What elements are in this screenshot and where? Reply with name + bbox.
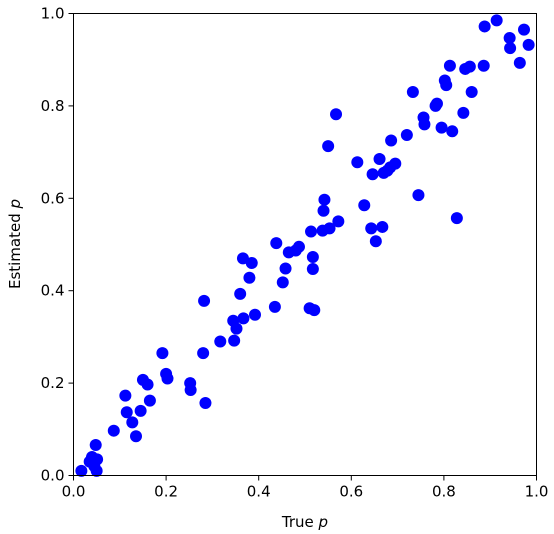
- data-point: [440, 79, 453, 92]
- plot-area-frame: [73, 13, 537, 476]
- x-axis: 0.0 0.2 0.4 0.6 0.8 1.0: [62, 475, 549, 501]
- x-tick-label: 0.8: [432, 483, 456, 501]
- y-tick-label: 0.2: [41, 374, 65, 392]
- data-point: [389, 157, 402, 170]
- y-axis-label: Estimated p: [6, 199, 24, 289]
- data-point: [308, 304, 321, 317]
- data-point: [430, 97, 443, 110]
- x-axis-label-var: p: [318, 513, 329, 531]
- x-tick-label: 0.2: [154, 483, 178, 501]
- data-point: [385, 134, 398, 147]
- data-point: [503, 31, 516, 44]
- data-point: [490, 14, 503, 27]
- data-point: [465, 86, 478, 99]
- data-point: [199, 396, 212, 409]
- data-point: [306, 250, 319, 263]
- data-point: [245, 256, 258, 269]
- x-axis-label: True p: [281, 513, 328, 531]
- data-point: [369, 235, 382, 248]
- data-point: [358, 199, 371, 212]
- data-point: [376, 220, 389, 233]
- data-point: [198, 294, 211, 307]
- data-point: [243, 271, 256, 284]
- data-point: [317, 204, 330, 217]
- y-tick-label: 0.0: [41, 467, 65, 485]
- data-point: [406, 86, 419, 99]
- data-point: [119, 389, 132, 402]
- data-point: [305, 225, 318, 238]
- data-point: [126, 416, 139, 429]
- data-point: [236, 252, 249, 265]
- data-point: [214, 335, 227, 348]
- data-point: [90, 464, 103, 477]
- y-axis: 0.0 0.2 0.4 0.6 0.8 1.0: [41, 5, 74, 485]
- y-tick-label: 0.6: [41, 189, 65, 207]
- data-point: [373, 153, 386, 166]
- data-point: [332, 215, 345, 228]
- data-point: [249, 308, 261, 321]
- data-point: [504, 42, 517, 55]
- data-point: [513, 56, 526, 69]
- data-point: [292, 240, 305, 253]
- data-point: [323, 222, 336, 235]
- data-point: [478, 20, 491, 33]
- data-point: [463, 60, 476, 73]
- data-point: [130, 430, 142, 443]
- data-point: [197, 347, 210, 360]
- y-tick-label: 0.4: [41, 282, 65, 300]
- y-tick-label: 0.8: [41, 97, 65, 115]
- data-point: [330, 108, 343, 121]
- data-point: [412, 189, 425, 202]
- data-point: [418, 118, 431, 131]
- x-tick-label: 1.0: [525, 483, 549, 501]
- data-point: [134, 404, 147, 417]
- x-axis-label-text: True: [281, 513, 319, 531]
- data-point: [107, 424, 120, 437]
- data-point: [366, 168, 379, 181]
- data-point: [351, 156, 364, 169]
- data-point: [75, 464, 88, 477]
- data-point: [365, 222, 378, 235]
- data-point: [279, 262, 292, 275]
- data-point: [276, 276, 289, 289]
- data-point: [457, 106, 470, 119]
- y-axis-label-var: p: [6, 199, 24, 210]
- data-point: [446, 125, 459, 138]
- data-point: [477, 59, 490, 72]
- data-point: [89, 439, 102, 452]
- y-tick-label: 1.0: [41, 5, 65, 23]
- data-point: [230, 322, 243, 335]
- data-point: [156, 347, 169, 360]
- x-tick-label: 0.4: [247, 483, 271, 501]
- data-point: [443, 59, 456, 72]
- y-axis-label-text: Estimated: [6, 208, 24, 289]
- data-point: [518, 23, 530, 36]
- data-point: [120, 406, 133, 419]
- data-point: [322, 140, 335, 153]
- data-point: [91, 453, 104, 466]
- data-point: [268, 300, 281, 313]
- x-tick-label: 0.6: [339, 483, 363, 501]
- data-point: [318, 193, 331, 206]
- data-point: [270, 237, 283, 250]
- data-point: [228, 334, 241, 347]
- data-point: [450, 212, 463, 225]
- data-point: [234, 287, 247, 300]
- data-point: [161, 372, 174, 385]
- data-point: [184, 384, 197, 397]
- points-layer: [75, 14, 535, 477]
- data-point: [237, 312, 250, 325]
- x-tick-label: 0.0: [62, 483, 86, 501]
- data-point: [143, 394, 156, 407]
- data-point: [141, 378, 154, 391]
- data-point: [522, 38, 535, 51]
- data-point: [435, 121, 448, 134]
- data-point: [400, 129, 413, 142]
- data-point: [306, 262, 319, 275]
